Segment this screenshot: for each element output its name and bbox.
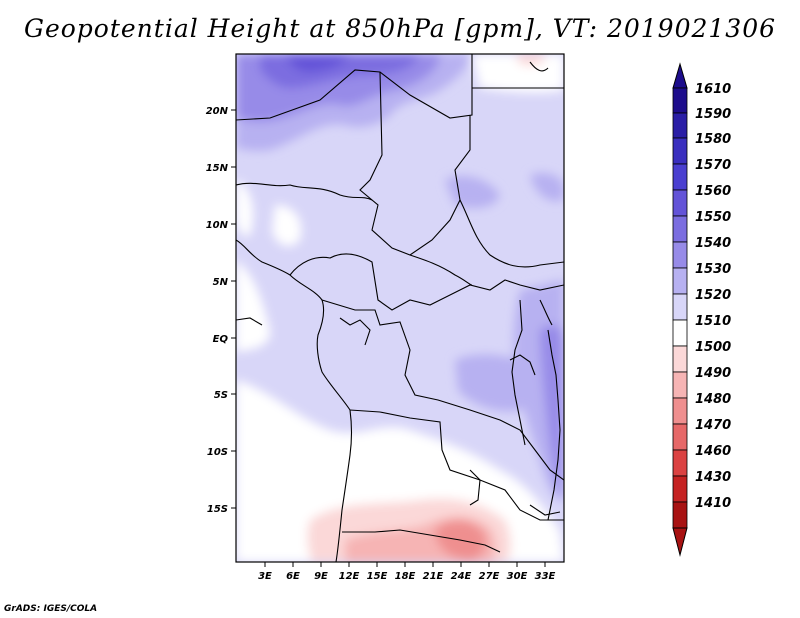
colorbar-label: 1500 <box>695 340 731 355</box>
colorbar-swatch <box>672 163 688 191</box>
colorbar: 1610 1590 1580 1570 1560 1550 1540 1530 … <box>672 62 731 557</box>
lon-label-15e: 15E <box>367 571 388 582</box>
colorbar-label: 1530 <box>695 262 731 277</box>
longitude-axis: 3E 6E 9E 12E 15E 18E 21E 24E 27E 30E 33E <box>258 562 556 582</box>
colorbar-swatch <box>672 345 688 373</box>
colorbar-label: 1550 <box>695 210 731 225</box>
lat-label-15n: 15N <box>206 163 229 174</box>
colorbar-swatch <box>672 137 688 165</box>
lon-label-30e: 30E <box>507 571 528 582</box>
lat-label-5n: 5N <box>213 277 229 288</box>
colorbar-label: 1580 <box>695 132 731 147</box>
colorbar-swatch <box>672 189 688 217</box>
colorbar-label: 1610 <box>695 82 731 97</box>
lon-label-27e: 27E <box>479 571 500 582</box>
colorbar-arrow-top <box>672 62 688 89</box>
colorbar-swatch <box>672 449 688 477</box>
lat-label-eq: EQ <box>213 334 229 345</box>
latitude-axis: 20N 15N 10N 5N EQ 5S 10S 15S <box>206 106 236 515</box>
colorbar-label: 1430 <box>695 470 731 485</box>
lon-label-21e: 21E <box>423 571 444 582</box>
lon-label-3e: 3E <box>258 571 272 582</box>
lon-label-18e: 18E <box>395 571 416 582</box>
grads-credit: GrADS: IGES/COLA <box>4 604 98 614</box>
colorbar-label: 1560 <box>695 184 731 199</box>
lon-label-24e: 24E <box>451 571 472 582</box>
lon-label-9e: 9E <box>314 571 328 582</box>
map-frame <box>235 53 565 563</box>
colorbar-label: 1470 <box>695 418 731 433</box>
colorbar-swatch <box>672 423 688 451</box>
colorbar-swatch <box>672 267 688 295</box>
lon-label-12e: 12E <box>339 571 360 582</box>
lat-label-20n: 20N <box>206 106 229 117</box>
colorbar-swatch <box>672 319 688 347</box>
lat-label-10s: 10S <box>207 447 228 458</box>
height-field <box>236 54 564 562</box>
colorbar-swatch <box>672 87 688 114</box>
colorbar-label: 1590 <box>695 107 731 122</box>
colorbar-label: 1410 <box>695 496 731 511</box>
colorbar-label: 1510 <box>695 314 731 329</box>
colorbar-swatch <box>672 293 688 321</box>
colorbar-label: 1460 <box>695 444 731 459</box>
colorbar-swatch <box>672 501 688 529</box>
colorbar-swatch <box>672 371 688 399</box>
lat-label-5s: 5S <box>214 390 228 401</box>
lat-label-15s: 15S <box>207 504 228 515</box>
colorbar-label: 1570 <box>695 158 731 173</box>
colorbar-arrow-bottom <box>672 527 688 557</box>
colorbar-swatch <box>672 475 688 503</box>
colorbar-label: 1540 <box>695 236 731 251</box>
colorbar-label: 1480 <box>695 392 731 407</box>
colorbar-swatch <box>672 112 688 139</box>
colorbar-label: 1490 <box>695 366 731 381</box>
lon-label-6e: 6E <box>286 571 300 582</box>
map-title: Geopotential Height at 850hPa [gpm], VT:… <box>23 14 777 43</box>
country-borders <box>236 54 564 562</box>
lon-label-33e: 33E <box>535 571 556 582</box>
colorbar-swatch <box>672 215 688 243</box>
lat-label-10n: 10N <box>206 220 229 231</box>
colorbar-swatch <box>672 241 688 269</box>
colorbar-label: 1520 <box>695 288 731 303</box>
colorbar-swatch <box>672 397 688 425</box>
